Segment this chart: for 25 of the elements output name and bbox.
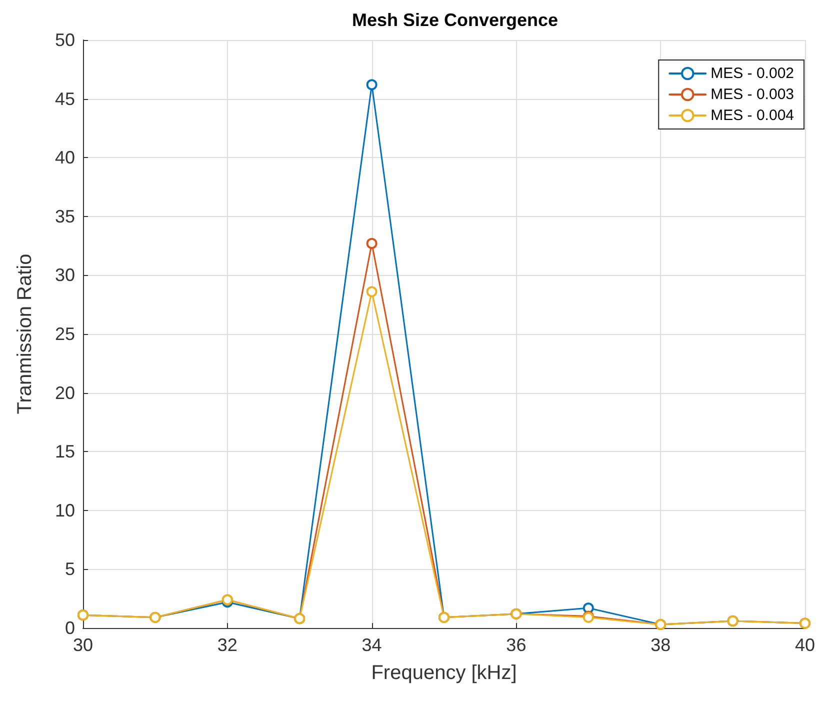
y-axis-title: Tranmission Ratio (14, 254, 36, 414)
point (366, 238, 378, 249)
y-tick-label: 45 (54, 88, 75, 109)
x-tick-label: 36 (506, 635, 526, 655)
y-tick-label: 30 (54, 265, 75, 286)
x-tick-label: 34 (362, 635, 382, 655)
x-tick-label: 32 (217, 635, 238, 655)
y-tick-label: 20 (54, 382, 75, 403)
x-tick-label: 40 (794, 635, 816, 655)
y-tick-label: 0 (64, 618, 75, 638)
y-tick-label: 25 (54, 324, 75, 344)
legend-label: MES - 0.004 (710, 107, 794, 124)
y-tick-label: 15 (54, 442, 75, 462)
y-tick-label: 35 (54, 206, 75, 226)
legend-label: MES - 0.003 (710, 86, 794, 103)
x-axis-title: Frequency [kHz] (371, 662, 517, 684)
point (366, 79, 378, 90)
y-tick-label: 40 (54, 148, 75, 168)
x-tick-label: 38 (650, 635, 671, 655)
y-tick-label: 50 (54, 30, 75, 50)
point (366, 286, 378, 298)
chart-title: Mesh Size Convergence (352, 10, 558, 30)
y-tick-label: 10 (54, 500, 75, 520)
y-tick-label: 5 (64, 559, 75, 580)
legend-label: MES - 0.002 (710, 65, 794, 82)
